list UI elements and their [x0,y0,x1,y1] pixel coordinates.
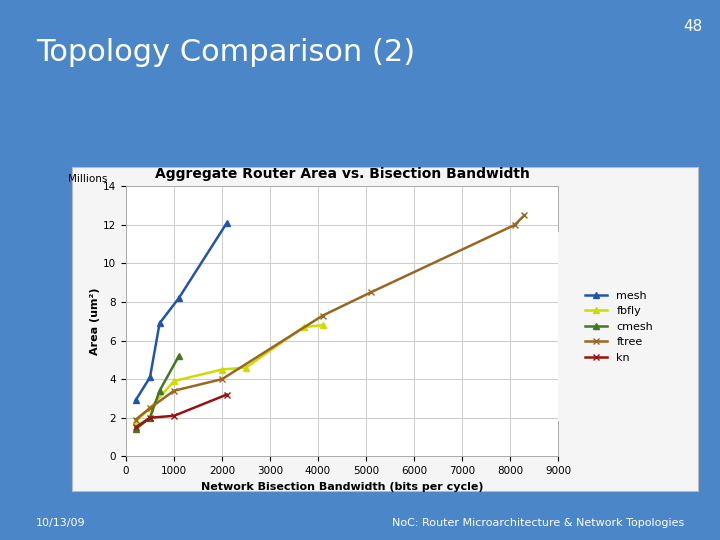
kn [222,392,231,398]
ftree [520,212,528,219]
cmesh [145,415,154,421]
fbfly [217,366,226,373]
mesh [145,374,154,381]
cmesh [131,426,140,433]
ftree [318,312,327,319]
Text: 48: 48 [683,19,702,34]
kn [145,415,154,421]
Line: mesh: mesh [132,219,230,404]
cmesh [174,353,183,359]
fbfly [145,405,154,411]
Text: NoC: Router Microarchitecture & Network Topologies: NoC: Router Microarchitecture & Network … [392,518,684,528]
Y-axis label: Area (um²): Area (um²) [90,287,100,355]
Title: Aggregate Router Area vs. Bisection Bandwidth: Aggregate Router Area vs. Bisection Band… [155,167,529,181]
Line: cmesh: cmesh [132,353,182,433]
ftree [366,289,375,295]
mesh [156,320,164,327]
ftree [145,405,154,411]
fbfly [242,364,251,371]
Line: kn: kn [132,391,230,431]
kn [131,424,140,430]
ftree [510,221,519,228]
Text: Millions: Millions [68,173,107,184]
Line: fbfly: fbfly [132,322,326,425]
ftree [131,416,140,423]
ftree [170,388,179,394]
fbfly [170,378,179,384]
mesh [222,220,231,226]
kn [170,413,179,419]
Legend: mesh, fbfly, cmesh, ftree, kn: mesh, fbfly, cmesh, ftree, kn [581,286,657,367]
fbfly [318,322,327,328]
cmesh [156,388,164,394]
X-axis label: Network Bisection Bandwidth (bits per cycle): Network Bisection Bandwidth (bits per cy… [201,482,483,491]
fbfly [300,324,308,330]
Text: Topology Comparison (2): Topology Comparison (2) [36,38,415,67]
Text: 10/13/09: 10/13/09 [36,518,86,528]
mesh [174,295,183,301]
ftree [217,376,226,382]
mesh [131,397,140,403]
fbfly [131,418,140,425]
Line: ftree: ftree [132,212,528,423]
